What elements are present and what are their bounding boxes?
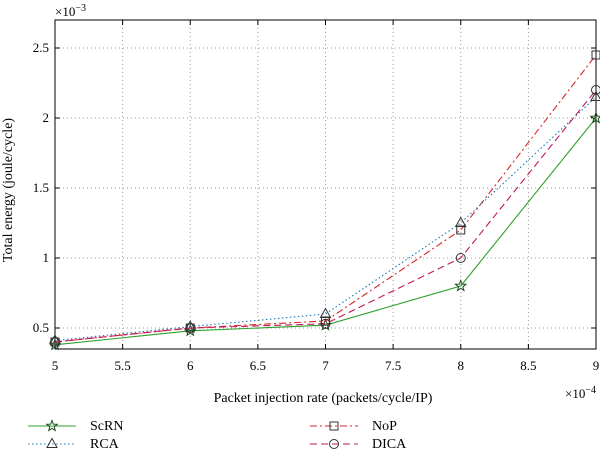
series-layer [48,50,600,351]
star-marker [454,279,468,292]
star-marker [45,419,59,432]
circle-marker [185,323,196,333]
triangle-marker [49,334,61,345]
series-scrn [48,111,600,351]
circle-marker [455,253,466,263]
circle-marker [320,318,331,329]
x-axis-multiplier: ×10−4 [565,385,596,401]
legend-item-dica: DICA [310,437,407,452]
x-tick-label: 6.5 [250,358,266,373]
legend-label: RCA [90,437,120,452]
x-tick-label: 9 [593,358,600,373]
y-axis-title: Total energy (joule/cycle) [1,118,16,262]
x-tick-label: 5 [52,358,59,373]
y-tick-label: 1.5 [33,180,49,195]
triangle-marker [319,307,332,318]
x-tick-label: 6 [187,358,194,373]
square-marker [329,421,339,431]
star-marker [589,111,600,124]
x-tick-label: 8 [458,358,465,373]
legend-label: DICA [372,437,407,452]
legend-label: ScRN [90,419,123,434]
x-tick-label: 7.5 [385,358,401,373]
triangle-marker [46,437,58,448]
legend-item-nop: NoP [310,419,397,434]
y-tick-label: 1 [43,250,50,265]
circle-marker [50,337,60,347]
x-axis-title: Packet injection rate (packets/cycle/IP) [214,391,433,406]
series-dica [50,85,600,347]
series-line [54,89,597,343]
grid-lines [55,20,596,349]
square-marker [591,50,600,60]
y-axis-ticks: 0.5 1 1.5 2 2.5 [33,40,596,335]
y-tick-label: 2 [43,110,50,125]
series-line [54,54,597,343]
legend-item-scrn: ScRN [28,419,123,434]
triangle-marker [590,90,600,101]
x-axis-ticks: 5 5.5 6 6.5 7 7.5 8 8.5 9 [52,20,600,373]
legend-label: NoP [372,419,397,434]
y-tick-label: 0.5 [33,320,49,335]
x-tick-label: 7 [322,358,329,373]
x-tick-label: 8.5 [520,358,536,373]
legend-item-rca: RCA [28,437,120,452]
x-tick-label: 5.5 [115,358,131,373]
series-line [54,96,597,342]
triangle-marker [454,216,467,227]
y-tick-label: 2.5 [33,40,49,55]
y-axis-multiplier: ×10−3 [55,3,86,19]
series-nop [50,50,600,347]
series-rca [49,90,600,345]
circle-marker [591,85,600,95]
triangle-marker [184,320,197,331]
circle-marker [329,439,339,449]
legend: ScRN NoP RCA DICA [28,419,407,452]
